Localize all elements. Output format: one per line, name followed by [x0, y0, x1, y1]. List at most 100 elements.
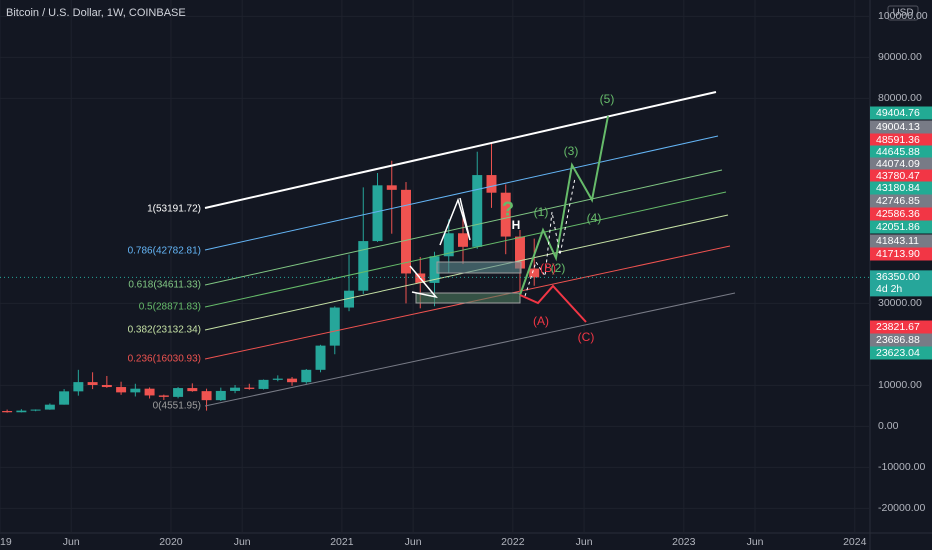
candle-body — [87, 382, 98, 385]
price-tag — [870, 247, 932, 261]
drawings — [204, 91, 736, 407]
channel-line — [204, 292, 736, 407]
y-tick-label: 90000.00 — [878, 51, 922, 63]
candle-body — [158, 395, 169, 397]
candle-body — [500, 192, 511, 237]
candle-body — [44, 404, 55, 410]
pattern-line — [409, 265, 438, 299]
price-tag — [870, 120, 932, 134]
x-tick-label: 2022 — [501, 536, 525, 548]
price-tag — [870, 333, 932, 347]
price-tag-label: 44074.09 — [876, 158, 920, 170]
x-tick-label: 2020 — [159, 536, 183, 548]
candle-body — [230, 387, 241, 391]
x-tick-label: Jun — [63, 536, 80, 548]
candle-body — [187, 388, 198, 392]
pattern-line — [439, 197, 471, 246]
candle-body — [443, 233, 454, 257]
price-tag-label: 43180.84 — [876, 182, 920, 194]
candle-body — [301, 369, 312, 383]
candle-body — [272, 378, 283, 380]
wave-label: (4) — [587, 211, 602, 225]
x-tick-label: 2024 — [843, 536, 867, 548]
price-tag — [870, 220, 932, 234]
x-tick-label: Jun — [576, 536, 593, 548]
candle-body — [486, 175, 497, 193]
fib-label: 0.382(23132.34) — [128, 325, 201, 336]
wave-label: (2) — [551, 261, 566, 275]
price-tag — [870, 207, 932, 221]
price-tag-label: 48591.36 — [876, 134, 920, 146]
last-price-label: 36350.00 — [876, 271, 920, 283]
currency-button[interactable] — [887, 5, 919, 21]
fib-label: 0.5(28871.83) — [139, 302, 201, 313]
channel-line — [204, 191, 727, 308]
price-tag-label: 42586.36 — [876, 208, 920, 220]
candle-body — [101, 384, 112, 388]
chart-title: Bitcoin / U.S. Dollar, 1W, COINBASE — [6, 7, 186, 19]
candle-body — [358, 241, 369, 291]
price-tag-label: 23623.04 — [876, 347, 920, 359]
wave-label: (1) — [534, 205, 549, 219]
zone-box — [415, 292, 521, 304]
fib-label: 0.786(42782.81) — [128, 246, 201, 257]
y-tick-label: -10000.00 — [878, 461, 925, 473]
price-tag-label: 44645.88 — [876, 146, 920, 158]
x-tick-label: 2023 — [672, 536, 696, 548]
price-tag-label: 23686.88 — [876, 334, 920, 346]
currency-label[interactable]: USD — [892, 8, 913, 19]
price-tag — [870, 346, 932, 360]
candle-body — [401, 189, 411, 274]
candle-body — [386, 185, 397, 190]
price-tag-label: 23821.67 — [876, 321, 920, 333]
x-tick-label: Jun — [747, 536, 764, 548]
zone-box — [436, 261, 522, 274]
wave-label: (B) — [540, 261, 556, 275]
candle-body — [2, 411, 13, 413]
price-tag — [870, 194, 932, 208]
y-tick-label: -20000.00 — [878, 502, 925, 514]
candle-body — [16, 410, 27, 413]
candle-body — [244, 387, 255, 389]
wave-path — [519, 115, 609, 296]
y-tick-label: 30000.00 — [878, 297, 922, 309]
wave-label: (C) — [578, 330, 595, 344]
price-tag — [870, 157, 932, 171]
y-tick-label: 80000.00 — [878, 92, 922, 104]
price-tag — [870, 169, 932, 183]
countdown-label: 4d 2h — [876, 283, 902, 295]
candle-body — [258, 379, 269, 389]
candle-body — [116, 387, 127, 393]
y-tick-label: 0.00 — [878, 420, 899, 432]
fib-label: 1(53191.72) — [147, 204, 201, 215]
candle-body — [130, 388, 141, 393]
wave-label: (5) — [600, 92, 615, 106]
candle-body — [344, 290, 355, 308]
last-price-tag — [870, 270, 932, 297]
x-tick-label: 19 — [0, 536, 12, 548]
price-tag-label: 42746.85 — [876, 195, 920, 207]
wave-path — [519, 284, 587, 323]
fib-label: 0.618(34611.33) — [128, 280, 201, 291]
candle-body — [329, 307, 340, 346]
candle-body — [201, 391, 212, 401]
price-tag — [870, 234, 932, 248]
candle-body — [73, 382, 84, 392]
candles — [2, 143, 540, 413]
candle-body — [458, 233, 468, 247]
price-tag-label: 43780.47 — [876, 170, 920, 182]
price-tag-label: 49004.13 — [876, 121, 920, 133]
channel-line — [204, 91, 717, 209]
y-tick-label: 10000.00 — [878, 379, 922, 391]
wave-label: (3) — [564, 144, 579, 158]
dashed-path — [524, 177, 576, 297]
price-tag-label: 41713.90 — [876, 248, 920, 260]
price-tag — [870, 145, 932, 159]
candle-body — [472, 175, 483, 247]
candle-body — [30, 409, 41, 411]
candle-body — [215, 390, 226, 401]
grid — [0, 0, 869, 533]
y-tick-label: 100000.00 — [878, 10, 928, 22]
x-tick-label: Jun — [234, 536, 251, 548]
